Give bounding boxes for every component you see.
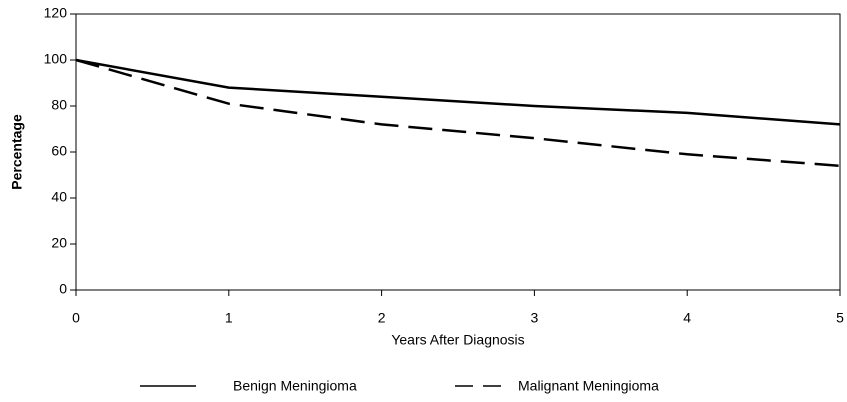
y-axis-title: Percentage [9,114,25,190]
plot-frame [75,13,841,291]
y-tick-label: 120 [44,5,68,21]
y-tick-label: 0 [59,281,67,297]
y-tick-label: 40 [51,189,67,205]
y-tick-label: 20 [51,235,67,251]
legend-label: Malignant Meningioma [518,378,659,394]
series-line [75,58,841,126]
x-axis-title: Years After Diagnosis [391,332,524,348]
x-tick-label: 3 [531,310,539,326]
y-tick-label: 60 [51,143,67,159]
x-tick-label: 5 [836,310,844,326]
x-tick-label: 4 [683,310,691,326]
x-tick-label: 0 [72,310,80,326]
x-tick-label: 2 [378,310,386,326]
series-line [75,58,841,168]
y-tick-label: 100 [44,51,68,67]
x-tick-label: 1 [225,310,233,326]
y-tick-label: 80 [51,97,67,113]
legend-label: Benign Meningioma [233,378,357,394]
